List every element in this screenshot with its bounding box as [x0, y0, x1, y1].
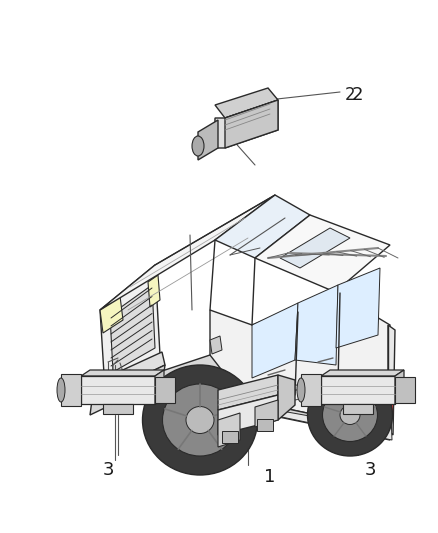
Polygon shape — [388, 380, 395, 415]
Ellipse shape — [162, 384, 237, 456]
Text: 2: 2 — [345, 86, 356, 104]
Polygon shape — [148, 275, 160, 307]
Polygon shape — [395, 377, 415, 403]
Polygon shape — [155, 370, 164, 404]
Polygon shape — [388, 325, 395, 435]
Polygon shape — [336, 268, 380, 348]
Polygon shape — [218, 395, 278, 435]
Polygon shape — [198, 120, 218, 160]
Polygon shape — [252, 303, 298, 378]
Polygon shape — [90, 365, 165, 415]
Polygon shape — [215, 100, 278, 148]
Polygon shape — [255, 400, 278, 427]
Polygon shape — [210, 292, 390, 430]
Polygon shape — [100, 265, 160, 390]
Bar — [257, 419, 273, 431]
Text: 3: 3 — [102, 461, 114, 479]
Text: 3: 3 — [364, 461, 376, 479]
Polygon shape — [255, 215, 390, 292]
Polygon shape — [218, 375, 278, 410]
Polygon shape — [280, 228, 350, 268]
Ellipse shape — [142, 365, 258, 475]
Polygon shape — [105, 355, 390, 440]
Text: 1: 1 — [264, 468, 276, 486]
Polygon shape — [81, 370, 164, 376]
Polygon shape — [90, 352, 165, 400]
Text: 2: 2 — [352, 86, 364, 104]
Bar — [222, 431, 238, 443]
Ellipse shape — [192, 136, 204, 156]
Polygon shape — [395, 370, 404, 404]
Ellipse shape — [57, 378, 65, 402]
Polygon shape — [215, 88, 278, 118]
Ellipse shape — [297, 378, 305, 402]
Polygon shape — [248, 385, 392, 440]
Polygon shape — [218, 413, 240, 447]
Polygon shape — [81, 376, 155, 404]
Ellipse shape — [307, 374, 392, 456]
Ellipse shape — [340, 406, 360, 424]
Polygon shape — [343, 404, 373, 414]
Polygon shape — [100, 296, 123, 333]
Polygon shape — [110, 285, 155, 372]
Polygon shape — [321, 376, 395, 404]
Polygon shape — [61, 374, 81, 406]
Polygon shape — [301, 374, 321, 406]
Polygon shape — [295, 285, 338, 365]
Ellipse shape — [186, 407, 214, 433]
Polygon shape — [215, 195, 310, 258]
Polygon shape — [155, 377, 175, 403]
Ellipse shape — [322, 389, 378, 441]
Polygon shape — [100, 195, 275, 310]
Polygon shape — [321, 370, 404, 376]
Polygon shape — [225, 100, 278, 148]
Polygon shape — [103, 404, 133, 414]
Polygon shape — [210, 336, 222, 354]
Polygon shape — [278, 375, 295, 420]
